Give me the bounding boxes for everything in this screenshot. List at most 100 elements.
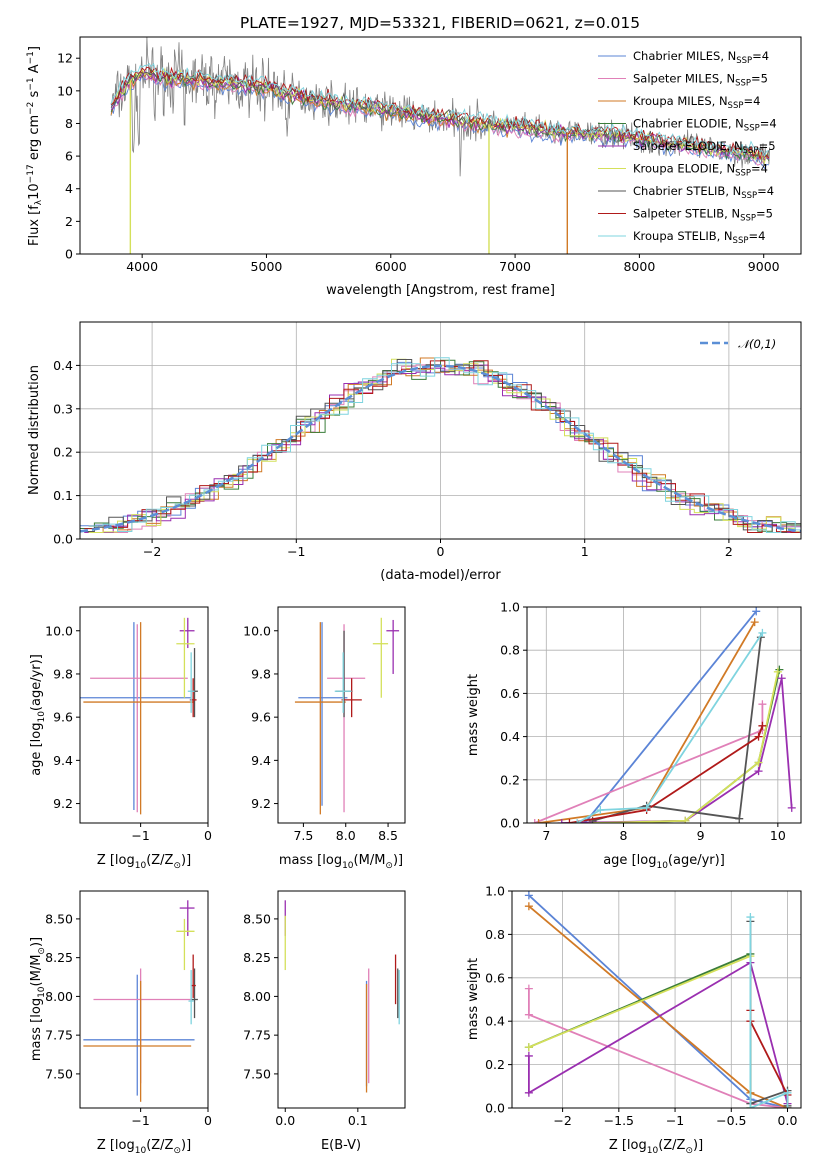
y-tick-label: 0.4: [485, 1014, 505, 1029]
y-tick-label: 0.0: [53, 532, 73, 547]
x-tick-label: 0.1: [348, 1113, 368, 1128]
mass-vs-EBV-xlabel: E(B-V): [321, 1138, 361, 1153]
y-tick-label: 0.1: [53, 488, 73, 503]
weight-vs-age-xlabel: age [log10(age/yr)]: [603, 853, 725, 871]
weight-marker: [758, 628, 767, 637]
normal-reference-curve: [80, 364, 801, 533]
weight-marker: [588, 816, 597, 823]
weight-marker: [557, 819, 566, 823]
x-tick-label: 7000: [499, 259, 531, 274]
legend-label: Chabrier MILES, NSSP=4: [633, 49, 769, 66]
legend-label: Chabrier ELODIE, NSSP=4: [633, 117, 777, 134]
plot-area-age-vs-Z: [80, 617, 198, 815]
y-tick-label: 10: [57, 83, 73, 98]
weight-marker: [735, 814, 744, 823]
model-spectrum: [110, 66, 770, 160]
y-tick-label: 8.00: [243, 989, 271, 1004]
y-tick-label: 0.4: [500, 729, 520, 744]
weight-marker: [754, 732, 763, 741]
y-tick-label: 9.4: [251, 753, 271, 768]
x-tick-label: 0.0: [275, 1113, 295, 1128]
y-tick-label: 0.0: [500, 816, 520, 831]
plot-area-mass-vs-Z: [83, 900, 198, 1102]
x-tick-label: 4000: [126, 259, 158, 274]
weight-marker: [758, 700, 767, 709]
weight-series-line: [576, 632, 764, 823]
y-tick-label: 0.3: [53, 401, 73, 416]
y-tick-label: 4: [65, 181, 73, 196]
y-tick-label: 12: [57, 51, 73, 66]
y-tick-label: 9.8: [53, 666, 73, 681]
residual-histogram: [80, 359, 801, 532]
model-spectrum: [111, 73, 770, 166]
weight-marker: [754, 767, 763, 776]
legend-label: Kroupa ELODIE, NSSP=4: [633, 162, 768, 179]
axes-frame: [511, 890, 802, 1109]
y-tick-label: 8.50: [243, 911, 271, 926]
y-tick-label: 7.50: [243, 1066, 271, 1081]
model-spectrum: [110, 70, 770, 162]
x-tick-label: 6000: [375, 259, 407, 274]
weight-marker: [524, 1010, 533, 1019]
x-tick-label: 5000: [251, 259, 283, 274]
model-spectrum: [110, 62, 769, 158]
x-tick-label: −2: [143, 544, 161, 559]
axes-frame: [79, 606, 209, 824]
plot-area-residuals: [80, 357, 801, 533]
weight-marker: [565, 819, 574, 823]
weight-marker: [524, 984, 533, 993]
axes-age-vs-Z: −1 0 9.2 9.4 9.6 9.8 10.0: [45, 606, 212, 843]
weight-marker: [746, 1104, 755, 1108]
y-tick-label: 0.2: [53, 445, 73, 460]
weight-marker: [642, 803, 651, 812]
legend-label: Salpeter ELODIE, NSSP=5: [633, 139, 776, 156]
residual-histogram: [84, 360, 801, 533]
weight-series-line: [592, 637, 762, 822]
y-tick-label: 0.2: [500, 772, 520, 787]
weight-marker: [530, 819, 539, 823]
y-tick-label: 1.0: [500, 600, 520, 615]
y-tick-label: 2: [65, 214, 73, 229]
y-tick-label: 8: [65, 116, 73, 131]
age-vs-Z-ylabel: age [log10(age/yr)]: [29, 654, 47, 776]
axes-mass-vs-Z: −1 0 7.50 7.75 8.00 8.25 8.50: [45, 890, 212, 1128]
y-tick-label: 9.8: [251, 666, 271, 681]
axes-frame: [277, 890, 406, 1109]
y-tick-label: 8.25: [243, 950, 271, 965]
residuals-xlabel: (data-model)/error: [380, 568, 501, 583]
legend-label: Kroupa STELIB, NSSP=4: [633, 229, 765, 246]
age-vs-Z-xlabel: Z [log10(Z/Z⊙)]: [97, 853, 191, 871]
legend-label: Salpeter STELIB, NSSP=5: [633, 207, 773, 224]
weight-marker: [750, 618, 759, 627]
x-tick-label: 8.5: [378, 828, 398, 843]
y-tick-label: 9.2: [53, 796, 73, 811]
plot-area-weight-vs-Z: [524, 891, 792, 1108]
y-tick-label: 8.25: [45, 950, 73, 965]
y-tick-label: 0.2: [485, 1057, 505, 1072]
axes-frame: [526, 606, 802, 824]
x-tick-label: 8000: [623, 259, 655, 274]
spectrum-ylabel: Flux [fλ10−17 erg cm−2 s−1 A−1]: [26, 46, 44, 246]
x-tick-label: 0: [204, 1113, 212, 1128]
y-tick-label: 1.0: [485, 884, 505, 899]
axes-spectrum: 4000 5000 6000 7000 8000 9000 0 2 4 6 8 10 12: [57, 36, 802, 274]
weight-marker: [783, 1104, 792, 1108]
weight-marker: [746, 913, 755, 922]
weight-marker: [534, 819, 543, 823]
axes-frame: [79, 890, 209, 1109]
weight-marker: [524, 891, 533, 900]
y-tick-label: 0.8: [500, 643, 520, 658]
weight-marker: [524, 1051, 533, 1060]
y-tick-label: 8.50: [45, 911, 73, 926]
y-tick-label: 10.0: [243, 623, 271, 638]
y-tick-label: 7.50: [45, 1066, 73, 1081]
weight-series-line: [749, 917, 789, 1108]
legend-label: Chabrier STELIB, NSSP=4: [633, 184, 774, 201]
weight-series-line: [528, 961, 789, 1104]
x-tick-label: 7: [542, 828, 550, 843]
y-tick-label: 9.6: [251, 710, 271, 725]
y-tick-label: 0.8: [485, 927, 505, 942]
x-tick-label: −1: [666, 1113, 684, 1128]
y-tick-label: 0.6: [500, 686, 520, 701]
